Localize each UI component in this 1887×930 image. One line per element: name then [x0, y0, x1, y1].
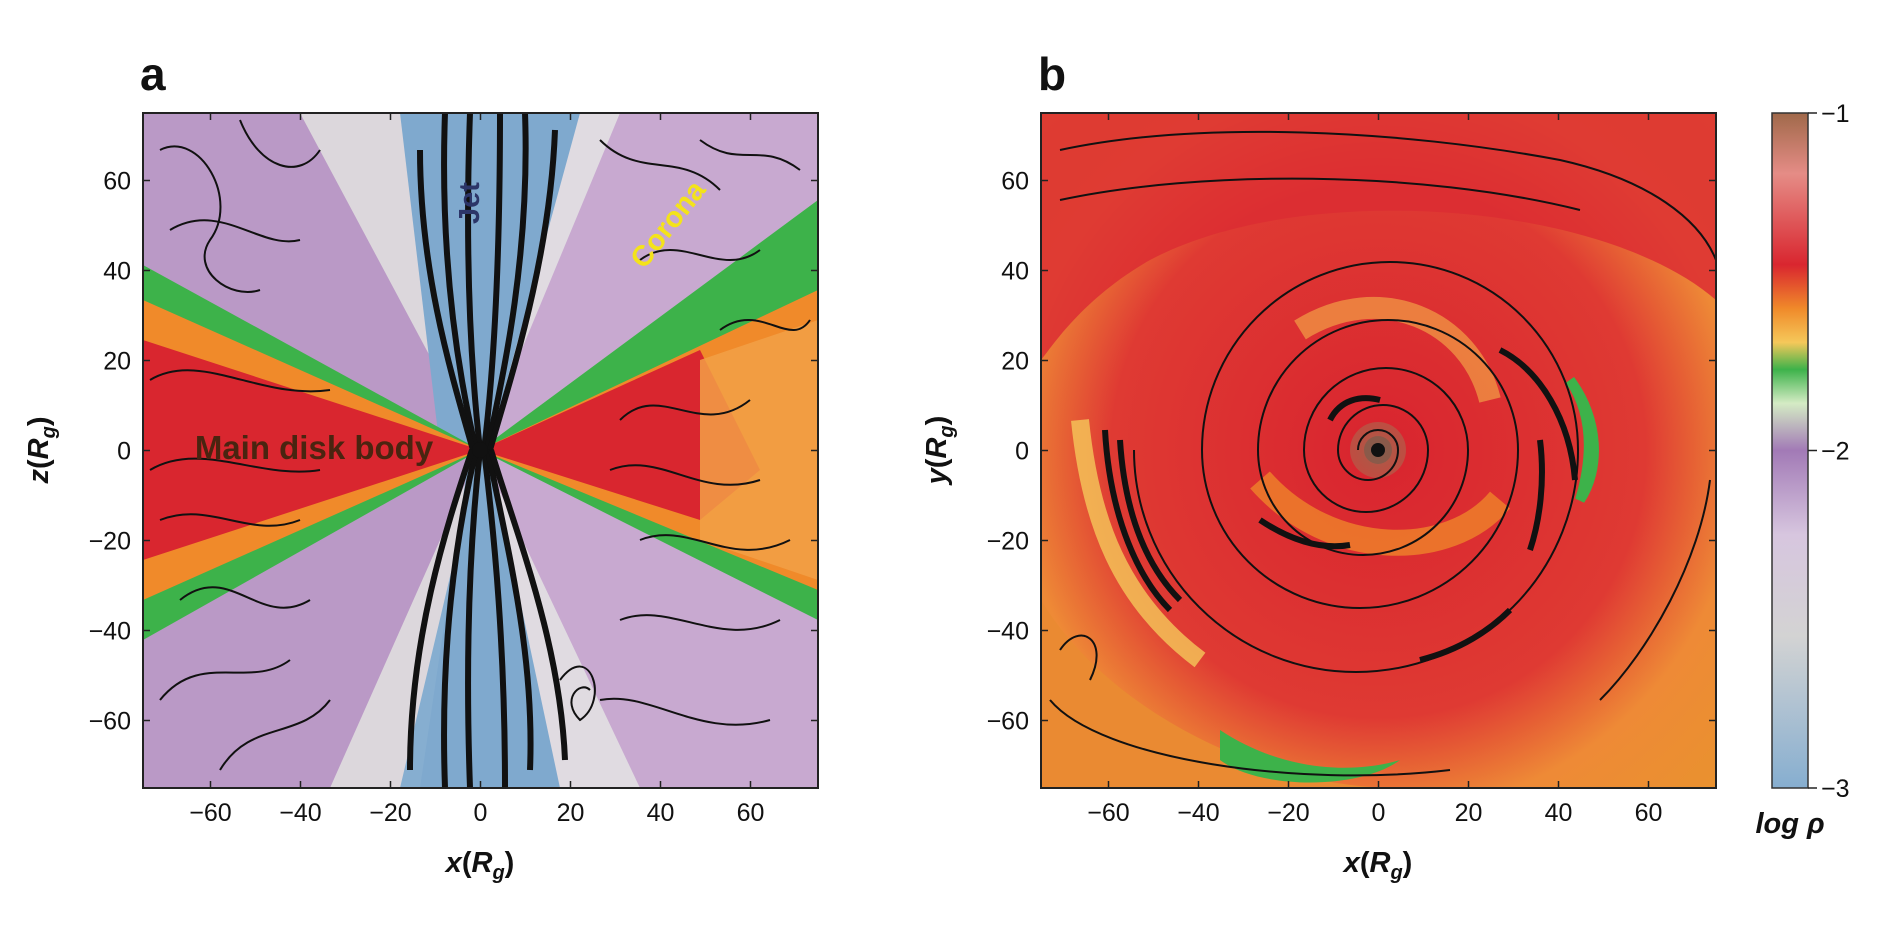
panel-a-xtick-label: −40	[279, 799, 321, 827]
panel-a-axes: −60 −40 −20 0 20 40 60 −60 −40 −20 0 20 40 60	[89, 113, 818, 827]
colorbar: −1 −2 −3 log ρ	[1755, 100, 1849, 840]
panel-b-xtick-label: −20	[1267, 799, 1309, 827]
panel-a-ytick-label: 60	[103, 168, 131, 196]
panel-a-central-object	[472, 442, 488, 458]
panel-a-ytick-label: −60	[89, 708, 131, 736]
panel-a-xtick-label: 60	[737, 799, 765, 827]
panel-a-ytick-label: 40	[103, 258, 131, 286]
panel-a-streamlines	[149, 113, 811, 788]
panel-b-axes: −60 −40 −20 0 20 40 60 −60 −40 −20 0 20 40 60	[987, 113, 1716, 827]
panel-b-central-object	[1371, 443, 1385, 457]
panel-a-xtick-label: −60	[189, 799, 231, 827]
colorbar-tick-label: −1	[1821, 100, 1850, 128]
panel-b-ytick-label: −20	[987, 528, 1029, 556]
panel-b-xtick-label: 20	[1455, 799, 1483, 827]
panel-b-xtick-label: 60	[1635, 799, 1663, 827]
annotation-main-disk-body: Main disk body	[195, 429, 434, 466]
panel-b-xtick-label: 0	[1372, 799, 1386, 827]
panel-b-xtick-label: 40	[1545, 799, 1573, 827]
panel-a-ytick-label: 20	[103, 348, 131, 376]
panel-b-ytick-label: 0	[1015, 438, 1029, 466]
colorbar-label: log ρ	[1755, 808, 1824, 840]
colorbar-ticks: −1 −2 −3	[1808, 100, 1850, 803]
panel-a-xtick-label: 0	[474, 799, 488, 827]
panel-b-xtick-label: −40	[1177, 799, 1219, 827]
panel-b-ytick-label: 20	[1001, 348, 1029, 376]
panel-a-ytick-label: −40	[89, 618, 131, 646]
panel-b: b	[921, 48, 1717, 884]
panel-b-ylabel: y(Rg)	[921, 416, 958, 487]
panel-b-streamlines	[1049, 130, 1716, 777]
colorbar-gradient	[1771, 112, 1809, 789]
panel-a-xtick-label: 20	[557, 799, 585, 827]
panel-a-xlabel: x(Rg)	[444, 847, 515, 884]
colorbar-tick-label: −3	[1821, 775, 1850, 803]
panel-b-ytick-label: −60	[987, 708, 1029, 736]
panel-a-ytick-label: −20	[89, 528, 131, 556]
panel-b-xtick-label: −60	[1087, 799, 1129, 827]
panel-a-letter: a	[140, 48, 166, 100]
panel-b-ytick-label: 40	[1001, 258, 1029, 286]
panel-a-xtick-label: −20	[369, 799, 411, 827]
panel-a-ylabel: z(Rg)	[23, 416, 60, 484]
panel-b-letter: b	[1038, 48, 1066, 100]
panel-b-ytick-label: 60	[1001, 168, 1029, 196]
panel-b-ytick-label: −40	[987, 618, 1029, 646]
colorbar-tick-label: −2	[1821, 438, 1850, 466]
panel-a: a	[23, 48, 819, 884]
panel-a-ytick-label: 0	[117, 438, 131, 466]
panel-a-xtick-label: 40	[647, 799, 675, 827]
panel-b-xlabel: x(Rg)	[1342, 847, 1413, 884]
annotation-jet: Jet	[454, 182, 486, 224]
